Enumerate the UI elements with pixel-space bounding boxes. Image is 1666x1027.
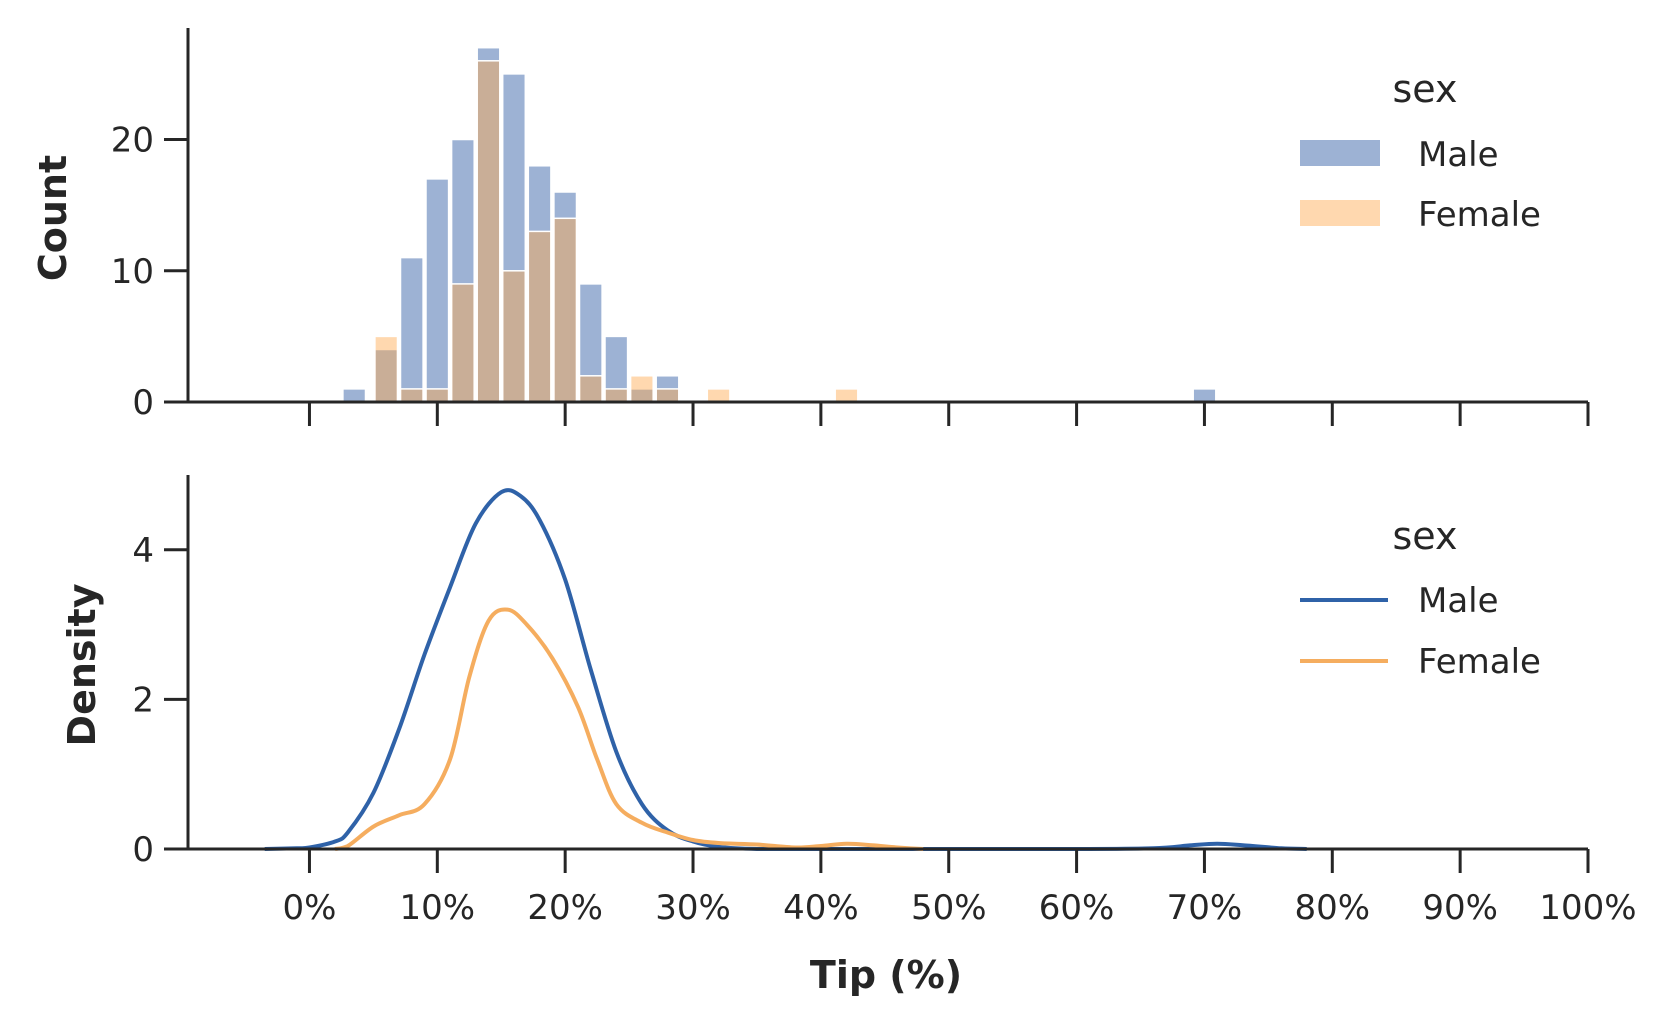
x-tick-label-2: 20% <box>527 888 603 928</box>
bar-female-3 <box>450 283 475 403</box>
density-lines <box>264 488 1307 852</box>
x-axis-label: Tip (%) <box>810 953 962 997</box>
bar-female-10 <box>629 375 654 403</box>
bottom-y-tick-label-2: 4 <box>132 531 154 571</box>
top-x-ticks <box>307 402 1590 426</box>
bar-female-6 <box>527 230 552 403</box>
bottom-legend-label-male: Male <box>1418 581 1499 621</box>
top-y-axis-label: Count <box>31 155 75 281</box>
bottom-x-ticks: 0% 10% 20% 30% 40% 50% 60% 70% 80% 90% 100% <box>282 849 1637 928</box>
histogram-bars <box>342 46 1217 403</box>
top-legend-label-female: Female <box>1418 195 1541 235</box>
x-tick-label-1: 10% <box>400 888 476 928</box>
density-panel: 0% 10% 20% 30% 40% 50% 60% 70% 80% 90% 100% 0 2 4 De… <box>60 475 1637 997</box>
x-tick-label-0: 0% <box>282 888 336 928</box>
x-tick-label-5: 50% <box>911 888 987 928</box>
bar-male-3 <box>425 178 450 403</box>
top-y-tick-label-2: 20 <box>111 121 154 161</box>
bar-female-4 <box>476 60 501 403</box>
bar-female-8 <box>578 375 603 403</box>
x-tick-label-7: 70% <box>1167 888 1243 928</box>
top-y-ticks: 0 10 20 <box>111 121 188 423</box>
bottom-legend-title: sex <box>1393 514 1458 558</box>
top-y-tick-label-1: 10 <box>111 252 154 292</box>
bar-female-0 <box>374 335 399 403</box>
bar-female-2 <box>425 388 450 403</box>
top-legend-swatch-female <box>1300 200 1380 226</box>
top-legend-label-male: Male <box>1418 135 1499 175</box>
bar-female-5 <box>501 270 527 403</box>
bar-male-0 <box>342 388 367 403</box>
bar-female-1 <box>399 388 424 403</box>
bottom-y-tick-label-1: 2 <box>132 680 154 720</box>
x-tick-label-8: 80% <box>1295 888 1371 928</box>
x-tick-label-4: 40% <box>783 888 859 928</box>
density-line-male <box>264 488 1307 852</box>
top-legend-swatch-male <box>1300 140 1380 166</box>
bottom-y-ticks: 0 2 4 <box>132 531 188 870</box>
bottom-y-axis-label: Density <box>60 583 104 746</box>
bar-female-11 <box>655 388 680 403</box>
bar-female-13 <box>834 388 859 403</box>
bar-female-7 <box>553 217 578 403</box>
x-tick-label-3: 30% <box>655 888 731 928</box>
top-legend: sex Male Female <box>1300 67 1541 235</box>
bar-male-13 <box>1192 388 1217 403</box>
bottom-y-tick-label-0: 0 <box>132 830 154 870</box>
bar-male-2 <box>399 256 424 403</box>
bar-female-12 <box>706 388 731 403</box>
x-tick-label-9: 90% <box>1422 888 1498 928</box>
histogram-panel: 0 10 20 Count sex Male Female <box>31 28 1590 426</box>
bar-female-9 <box>604 388 629 403</box>
bottom-legend: sex Male Female <box>1300 514 1541 682</box>
x-tick-label-10: 100% <box>1539 888 1636 928</box>
density-line-female <box>334 607 924 851</box>
top-legend-title: sex <box>1393 67 1458 111</box>
top-y-tick-label-0: 0 <box>132 383 154 423</box>
bottom-legend-label-female: Female <box>1418 642 1541 682</box>
x-tick-label-6: 60% <box>1039 888 1115 928</box>
